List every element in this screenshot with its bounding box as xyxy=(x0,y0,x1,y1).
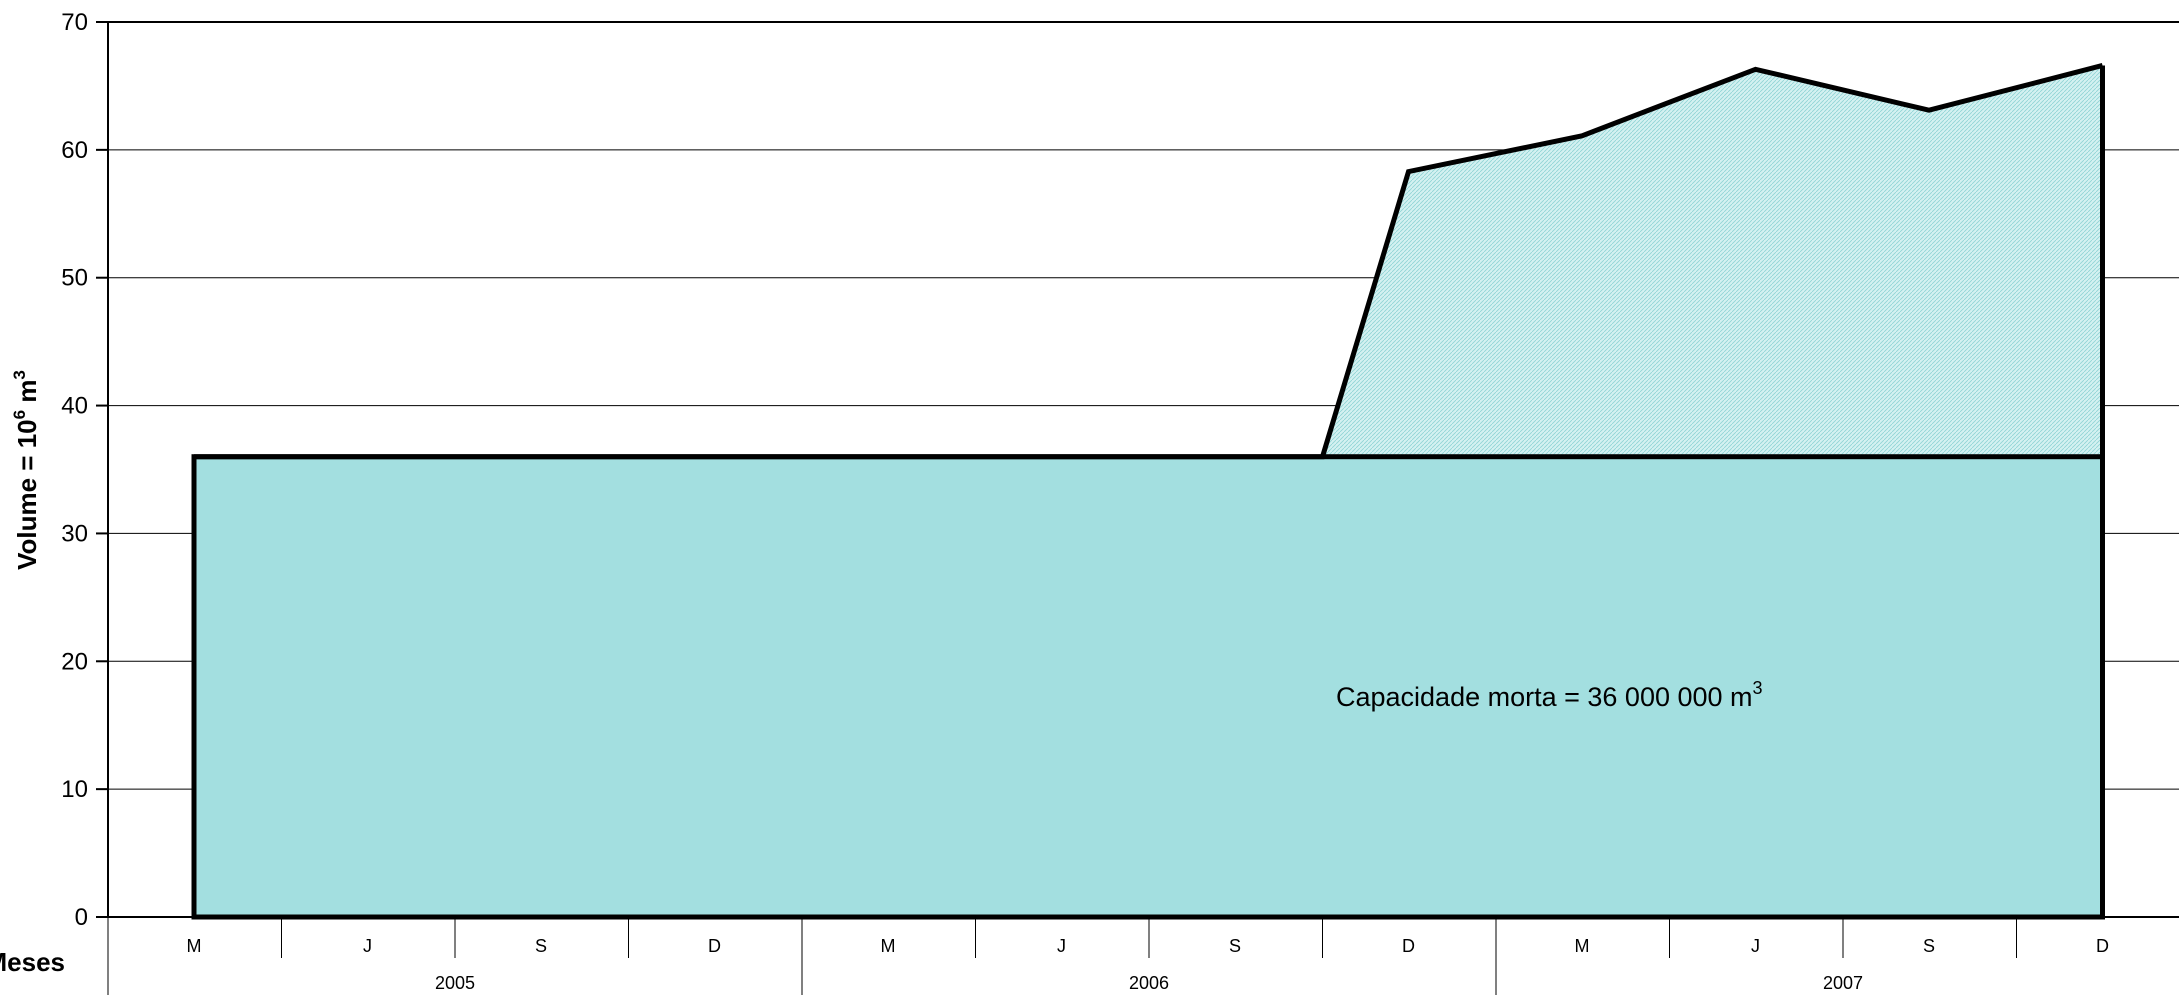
y-tick-label: 50 xyxy=(61,265,88,292)
x-tick-label: S xyxy=(1923,936,1935,956)
y-axis-title-unit: m xyxy=(12,380,42,410)
x-tick-label: S xyxy=(1229,936,1241,956)
year-label: 2006 xyxy=(1129,973,1169,993)
y-tick-labels: 0 10 20 30 40 50 60 70 xyxy=(61,9,88,931)
x-tick-label: D xyxy=(1402,936,1415,956)
series-lines xyxy=(194,63,2105,917)
y-tick-label: 0 xyxy=(75,904,88,931)
x-tick-label: J xyxy=(1057,936,1066,956)
y-axis-title-unit-exponent: 3 xyxy=(10,370,29,379)
y-tick-label: 60 xyxy=(61,137,88,164)
x-tick-label: M xyxy=(1575,936,1590,956)
volume-series-line xyxy=(194,63,2104,460)
y-axis-title-exponent: 6 xyxy=(10,410,29,419)
dead-capacity-annotation: Capacidade morta = 36 000 000 m3 xyxy=(1336,678,1763,712)
dead-capacity-area xyxy=(191,454,2105,920)
x-tick-label: D xyxy=(2096,936,2109,956)
y-tick-label: 20 xyxy=(61,648,88,675)
x-tick-labels: M J S D M J S D M J S D 2005 2006 2007 xyxy=(187,936,2110,993)
y-axis-title-base: Volume = 10 xyxy=(12,419,42,570)
y-tick-label: 40 xyxy=(61,393,88,420)
annotation-exponent: 3 xyxy=(1753,678,1763,698)
y-tick-label: 10 xyxy=(61,776,88,803)
x-tick-label: M xyxy=(187,936,202,956)
year-label: 2007 xyxy=(1823,973,1863,993)
annotation-text: Capacidade morta = 36 000 000 m xyxy=(1336,682,1753,712)
x-tick-label: D xyxy=(708,936,721,956)
year-label: 2005 xyxy=(435,973,475,993)
area-fills xyxy=(191,65,2105,920)
x-tick-label: J xyxy=(1751,936,1760,956)
x-tick-label: J xyxy=(363,936,372,956)
y-axis-title: Volume = 106 m3 xyxy=(10,370,42,570)
y-tick-label: 30 xyxy=(61,520,88,547)
axes xyxy=(96,21,2179,995)
x-tick-label: S xyxy=(535,936,547,956)
x-tick-label: M xyxy=(881,936,896,956)
y-tick-label: 70 xyxy=(61,9,88,36)
live-volume-hatch xyxy=(194,65,2103,457)
x-axis-title: Meses xyxy=(0,947,65,977)
